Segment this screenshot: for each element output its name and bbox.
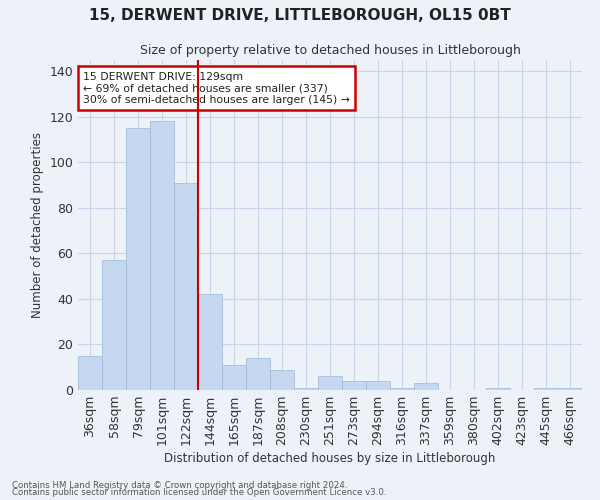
Text: Contains HM Land Registry data © Crown copyright and database right 2024.: Contains HM Land Registry data © Crown c… [12,480,347,490]
Bar [366,381,390,390]
Bar [270,370,294,390]
Bar [102,260,126,390]
Bar [294,388,318,390]
Bar [222,365,246,390]
Bar [246,358,270,390]
Bar [126,128,150,390]
Bar [174,183,198,390]
Title: Size of property relative to detached houses in Littleborough: Size of property relative to detached ho… [140,44,520,58]
Bar [318,376,342,390]
Bar [198,294,222,390]
Text: 15, DERWENT DRIVE, LITTLEBOROUGH, OL15 0BT: 15, DERWENT DRIVE, LITTLEBOROUGH, OL15 0… [89,8,511,22]
X-axis label: Distribution of detached houses by size in Littleborough: Distribution of detached houses by size … [164,452,496,466]
Bar [414,383,438,390]
Bar [390,388,414,390]
Text: Contains public sector information licensed under the Open Government Licence v3: Contains public sector information licen… [12,488,386,497]
Bar [558,388,582,390]
Bar [78,356,102,390]
Y-axis label: Number of detached properties: Number of detached properties [31,132,44,318]
Bar [342,381,366,390]
Bar [150,122,174,390]
Bar [486,388,510,390]
Text: 15 DERWENT DRIVE: 129sqm
← 69% of detached houses are smaller (337)
30% of semi-: 15 DERWENT DRIVE: 129sqm ← 69% of detach… [83,72,350,105]
Bar [534,388,558,390]
